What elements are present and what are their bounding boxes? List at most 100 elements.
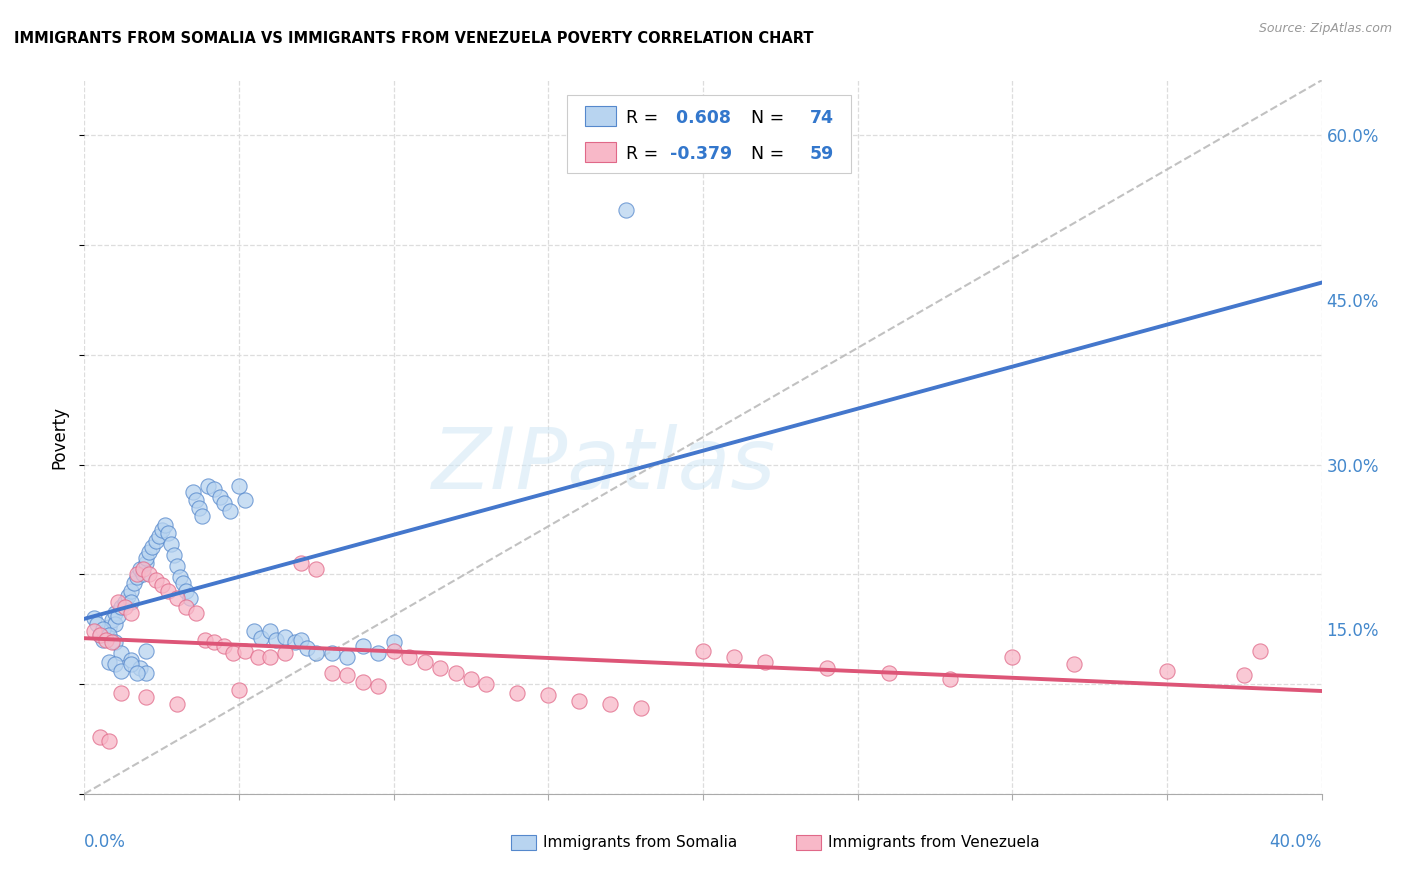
Point [120, 606, 142, 620]
Text: Immigrants from Venezuela: Immigrants from Venezuela [828, 835, 1039, 850]
Point [132, 567, 155, 582]
Point [120, 653, 142, 667]
Point [89, 628, 111, 642]
Point [125, 666, 148, 681]
Point [228, 479, 250, 493]
Point [101, 635, 124, 649]
Point [290, 633, 312, 648]
Text: Immigrants from Somalia: Immigrants from Somalia [543, 835, 738, 850]
Point [352, 674, 374, 689]
Point [176, 600, 198, 615]
Point [104, 635, 127, 649]
Point [107, 595, 129, 609]
Point [132, 562, 155, 576]
Point [89, 730, 111, 744]
Point [243, 624, 266, 639]
Point [506, 686, 529, 700]
Point [599, 697, 621, 711]
Point [305, 562, 328, 576]
Point [150, 578, 173, 592]
Point [754, 655, 776, 669]
Point [367, 679, 389, 693]
Point [166, 697, 188, 711]
Point [191, 509, 214, 524]
Point [264, 633, 287, 648]
Point [295, 640, 318, 655]
FancyBboxPatch shape [567, 95, 852, 173]
Point [259, 624, 281, 639]
Point [630, 701, 652, 715]
Point [169, 569, 191, 583]
Point [815, 660, 838, 674]
Point [163, 548, 186, 562]
Point [209, 491, 232, 505]
Point [91, 622, 114, 636]
Point [352, 639, 374, 653]
Text: 0.0%: 0.0% [84, 833, 127, 851]
Point [153, 517, 176, 532]
Point [110, 600, 132, 615]
Point [117, 589, 139, 603]
Point [135, 666, 157, 681]
Point [212, 639, 235, 653]
Text: 40.0%: 40.0% [1270, 833, 1322, 851]
Point [184, 492, 207, 507]
Point [212, 496, 235, 510]
Text: 74: 74 [810, 109, 834, 127]
Point [336, 649, 359, 664]
Point [138, 567, 160, 582]
Point [107, 609, 129, 624]
Point [197, 479, 219, 493]
Text: IMMIGRANTS FROM SOMALIA VS IMMIGRANTS FROM VENEZUELA POVERTY CORRELATION CHART: IMMIGRANTS FROM SOMALIA VS IMMIGRANTS FR… [14, 31, 814, 46]
Y-axis label: Poverty: Poverty [51, 406, 69, 468]
Point [382, 635, 405, 649]
Point [176, 583, 198, 598]
Point [114, 600, 136, 615]
Point [194, 633, 217, 648]
Point [1001, 649, 1024, 664]
Point [179, 591, 201, 606]
Point [218, 503, 240, 517]
Point [321, 666, 343, 681]
Point [321, 646, 343, 660]
Point [336, 668, 359, 682]
Point [187, 501, 209, 516]
Point [156, 583, 179, 598]
Point [98, 620, 121, 634]
Point [125, 567, 148, 582]
Point [114, 595, 136, 609]
Point [120, 657, 142, 672]
FancyBboxPatch shape [585, 106, 616, 126]
Point [83, 624, 105, 639]
Point [1156, 664, 1178, 678]
Point [246, 649, 269, 664]
FancyBboxPatch shape [512, 835, 536, 850]
Point [122, 576, 145, 591]
Point [104, 657, 127, 672]
Point [104, 606, 127, 620]
Point [110, 664, 132, 678]
Point [1249, 644, 1271, 658]
Point [125, 569, 148, 583]
Point [129, 562, 152, 576]
Point [184, 606, 207, 620]
Text: 59: 59 [810, 145, 834, 162]
Point [202, 482, 225, 496]
Point [181, 485, 204, 500]
Point [110, 646, 132, 660]
Point [413, 655, 436, 669]
Point [156, 525, 179, 540]
Point [135, 690, 157, 705]
Point [91, 633, 114, 648]
Text: -0.379: -0.379 [669, 145, 731, 162]
Point [86, 616, 108, 631]
Point [83, 611, 105, 625]
Point [233, 644, 256, 658]
Text: 0.608: 0.608 [669, 109, 731, 127]
Point [305, 646, 328, 660]
Point [274, 646, 297, 660]
Point [135, 557, 157, 571]
Point [367, 646, 389, 660]
Point [1233, 668, 1256, 682]
Point [104, 616, 127, 631]
